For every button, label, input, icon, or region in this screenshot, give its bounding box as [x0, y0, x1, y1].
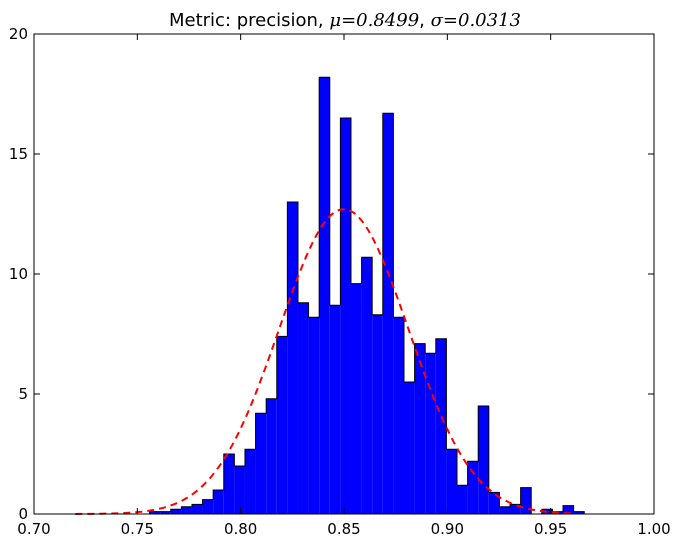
y-tick-label: 5	[18, 385, 28, 403]
histogram-bar	[287, 202, 298, 514]
title-mu-symbol: μ	[329, 10, 341, 31]
histogram-bar	[191, 504, 203, 514]
axis-ticks	[33, 33, 655, 515]
histogram-bar	[435, 338, 447, 514]
histogram-bar	[393, 317, 404, 514]
histogram-bar	[223, 454, 235, 514]
histogram-bar	[297, 302, 309, 514]
y-tick-label: 0	[18, 505, 28, 523]
histogram-bar	[361, 257, 373, 514]
normal-fit-curve	[75, 208, 572, 515]
histogram-bar	[573, 511, 585, 514]
x-tick-label: 0.80	[224, 520, 257, 538]
y-tick-label: 10	[9, 265, 28, 283]
x-tick-label: 0.95	[534, 520, 567, 538]
histogram-bar	[541, 509, 553, 514]
title-mu-value: =0.8499	[341, 10, 419, 31]
title-sigma-value: =0.0313	[443, 10, 521, 31]
histogram-bar	[308, 317, 320, 514]
histogram-bars	[149, 77, 585, 514]
histogram-bar	[276, 336, 288, 514]
histogram-bar	[499, 506, 511, 514]
histogram-bar	[319, 77, 330, 514]
histogram-bar	[457, 485, 468, 514]
histogram-bar	[520, 487, 532, 514]
histogram-bar	[160, 511, 171, 514]
histogram-bar	[382, 113, 394, 514]
histogram-bar	[510, 504, 521, 514]
histogram-bar	[425, 353, 436, 514]
title-sigma-symbol: σ	[431, 10, 444, 31]
histogram-bar	[340, 118, 351, 514]
histogram-bar	[202, 499, 214, 514]
histogram-bar	[149, 511, 161, 514]
histogram-bar	[170, 509, 182, 514]
x-tick-label: 1.00	[637, 520, 670, 538]
y-tick-label: 15	[9, 145, 28, 163]
histogram-bar	[467, 461, 479, 514]
histogram-bar	[350, 283, 362, 514]
histogram-bar	[266, 398, 277, 514]
histogram-bar	[181, 506, 192, 514]
x-tick-label: 0.90	[431, 520, 464, 538]
histogram-bar	[488, 492, 500, 514]
histogram-bar	[255, 413, 267, 514]
x-tick-label: 0.70	[17, 520, 50, 538]
x-tick-label: 0.85	[327, 520, 360, 538]
histogram-bar	[446, 449, 458, 514]
histogram-bar	[414, 343, 426, 514]
histogram-bar	[234, 466, 245, 514]
histogram-bar	[372, 314, 383, 514]
y-tick-label: 20	[9, 25, 28, 43]
chart-title: Metric: precision, μ=0.8499, σ=0.0313	[169, 10, 521, 31]
histogram-bar	[478, 406, 489, 514]
histogram-bar	[213, 490, 224, 514]
title-separator: ,	[419, 10, 430, 31]
tick-labels: 0.70 0.75 0.80 0.85 0.90 0.95 1.00 0 5 10 15 20	[9, 25, 671, 538]
histogram-bar	[403, 382, 415, 514]
histogram-bar	[244, 449, 256, 514]
histogram-bar	[563, 505, 574, 514]
x-tick-label: 0.75	[121, 520, 154, 538]
histogram-bar	[329, 305, 341, 514]
title-prefix: Metric: precision,	[169, 10, 329, 31]
